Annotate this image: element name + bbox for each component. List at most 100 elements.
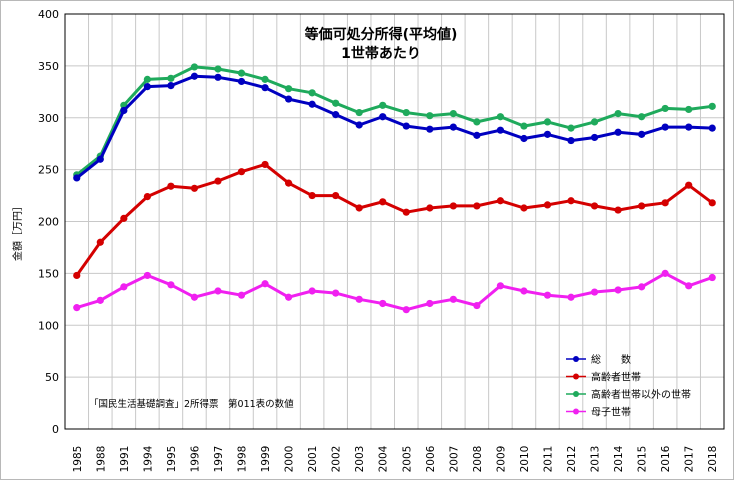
data-point [214,287,222,295]
data-point [473,118,481,126]
data-point [590,288,599,296]
data-point [638,202,646,210]
data-point [638,130,646,138]
x-tick-label: 2001 [307,446,319,473]
y-tick-label: 200 [38,216,59,229]
data-point [685,123,693,131]
data-point [355,121,363,129]
data-point [685,181,693,189]
data-point [214,65,222,73]
series-group [73,63,716,314]
legend-item: 高齢者世帯以外の世帯 [566,388,691,401]
x-tick-label: 1988 [95,446,107,473]
x-tick-label: 1995 [166,446,178,473]
data-point [143,83,151,91]
data-point [261,160,269,169]
data-point [284,293,293,301]
data-point [379,101,387,109]
x-tick-label: 2007 [448,446,460,473]
data-point [167,182,175,190]
x-tick-label: 2011 [542,446,554,473]
series-4 [73,269,716,314]
data-point [402,208,410,216]
x-tick-label: 1994 [142,445,154,472]
legend-marker [573,356,579,362]
x-tick-label: 2013 [590,446,602,473]
data-point [284,95,293,103]
data-point [567,124,575,132]
data-point [543,201,552,209]
y-axis-label: 金額［万円］ [11,201,24,261]
data-point [708,199,716,207]
data-point [96,238,104,246]
legend-marker [573,391,579,397]
x-axis-ticks: 1985 1988 1991 1994 1995 1996 1997 1998 1999 2000… [72,445,719,472]
chart-title: 等価可処分所得(平均値) [305,26,458,43]
legend-marker [573,408,579,415]
data-point [426,299,434,308]
series-line [76,271,713,312]
data-point [449,202,457,210]
data-point [143,75,151,83]
data-point [190,293,199,301]
chart-subtitle: 1世帯あたり [341,45,421,62]
x-tick-label: 1996 [189,445,201,472]
x-tick-label: 2018 [707,446,719,473]
data-point [708,124,716,132]
series-line [75,74,713,180]
data-point [190,184,199,192]
data-point [567,136,575,145]
y-tick-label: 300 [38,112,59,125]
data-point [614,286,622,294]
x-tick-label: 2000 [284,446,296,473]
y-axis-ticks: 0 50 100 150 200 250 300 350 400 [38,8,59,436]
x-tick-label: 1985 [72,446,84,473]
legend-label: 総 数 [591,353,631,366]
data-point [496,282,505,290]
data-point [473,202,481,210]
data-point [590,202,599,210]
grid [65,13,724,430]
data-point [567,197,575,205]
data-point [96,296,104,304]
data-point [590,118,599,126]
data-point [73,174,81,182]
data-point [261,84,269,92]
data-point [685,282,693,290]
data-point [685,105,693,114]
legend-item: 高齢者世帯 [566,371,641,384]
data-point [120,214,128,222]
series-line [75,162,714,277]
y-tick-label: 100 [38,319,59,332]
data-point [284,85,293,93]
data-point [426,112,434,120]
x-tick-label: 2006 [425,445,437,472]
data-point [237,168,246,176]
y-tick-label: 50 [45,371,59,384]
y-tick-label: 0 [52,423,59,436]
data-point [379,198,387,206]
data-point [402,122,410,130]
data-point [661,123,669,131]
data-point [708,102,716,110]
data-point [379,299,387,308]
data-point [379,113,387,121]
data-point [708,273,716,282]
data-point [143,193,151,201]
data-point [237,69,246,77]
x-tick-label: 2009 [495,446,507,473]
x-tick-label: 1991 [119,446,131,473]
data-point [96,155,104,163]
data-point [261,280,269,288]
data-point [308,191,316,200]
data-point [402,306,410,314]
series-1 [73,72,716,182]
data-point [284,179,293,187]
x-tick-label: 1999 [260,446,272,473]
data-point [402,108,410,117]
x-tick-label: 2002 [331,446,343,473]
data-point [590,133,599,142]
data-point [520,134,528,143]
y-tick-label: 150 [38,267,59,280]
